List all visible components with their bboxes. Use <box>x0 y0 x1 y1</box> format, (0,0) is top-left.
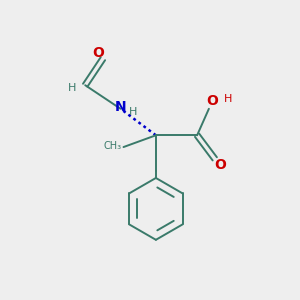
Text: H: H <box>68 83 76 93</box>
Text: O: O <box>92 46 104 60</box>
Text: CH₃: CH₃ <box>103 141 122 151</box>
Text: N: N <box>115 100 126 114</box>
Text: O: O <box>215 158 226 172</box>
Text: H: H <box>129 107 137 117</box>
Text: H: H <box>224 94 232 104</box>
Text: O: O <box>206 94 218 108</box>
